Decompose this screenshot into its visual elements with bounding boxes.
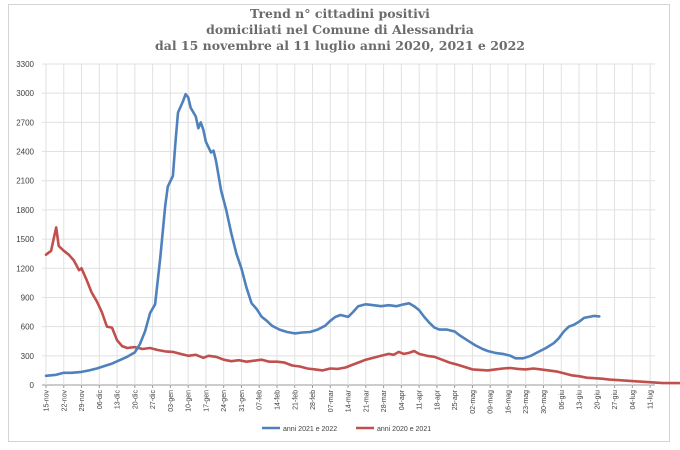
x-tick-label: 30-mag xyxy=(541,390,548,414)
x-tick-label: 09-mag xyxy=(488,390,495,414)
x-tick-label: 14-mar xyxy=(346,389,353,412)
x-tick-label: 02-mag xyxy=(470,390,477,414)
legend-label: anni 2020 e 2021 xyxy=(377,426,431,433)
x-tick-label: 07-mar xyxy=(328,389,335,412)
x-tick-label: 18-apr xyxy=(434,389,441,410)
title-line-1: Trend n° cittadini positivi xyxy=(250,6,430,21)
x-tick-label: 28-feb xyxy=(310,390,317,410)
x-tick-label: 21-feb xyxy=(292,390,299,410)
legend-label: anni 2021 e 2022 xyxy=(283,426,337,433)
x-tick-label: 20-giu xyxy=(594,390,601,410)
x-tick-label: 04-apr xyxy=(399,389,406,410)
x-tick-label: 14-feb xyxy=(274,390,281,410)
y-tick-label: 3000 xyxy=(16,89,34,98)
x-tick-label: 21-mar xyxy=(363,389,370,412)
x-tick-label: 25-apr xyxy=(452,389,459,410)
x-tick-label: 15-nov xyxy=(44,390,51,412)
y-tick-label: 0 xyxy=(30,381,35,390)
x-tick-label: 27-giu xyxy=(612,390,619,410)
x-tick-label: 20-dic xyxy=(132,390,139,410)
y-tick-label: 2100 xyxy=(16,177,34,186)
x-tick-label: 10-gen xyxy=(186,390,193,412)
y-tick-label: 900 xyxy=(21,293,35,302)
x-tick-label: 11-lug xyxy=(648,390,655,409)
x-tick-label: 31-gen xyxy=(239,390,246,412)
x-tick-label: 29-nov xyxy=(79,390,86,412)
y-tick-label: 300 xyxy=(21,352,35,361)
x-tick-label: 13-dic xyxy=(115,390,122,410)
x-tick-label: 06-giu xyxy=(559,390,566,410)
x-tick-label: 13-giu xyxy=(577,390,584,410)
y-tick-label: 3300 xyxy=(16,60,34,69)
series-line xyxy=(44,92,601,378)
x-tick-label: 11-apr xyxy=(417,389,424,409)
x-tick-label: 22-nov xyxy=(61,390,68,412)
title-line-2: domiciliati nel Comune di Alessandria xyxy=(206,22,474,37)
x-tick-label: 04-lug xyxy=(630,390,637,410)
x-tick-label: 06-dic xyxy=(97,390,104,410)
x-tick-label: 16-mag xyxy=(505,390,512,414)
title-line-3: dal 15 novembre al 11 luglio anni 2020, … xyxy=(154,38,525,53)
x-tick-label: 27-dic xyxy=(150,390,157,410)
x-tick-label: 28-mar xyxy=(381,389,388,412)
x-tick-label: 24-gen xyxy=(221,390,228,412)
y-tick-label: 1200 xyxy=(16,264,34,273)
series-line xyxy=(44,226,680,385)
x-tick-label: 23-mag xyxy=(523,390,530,414)
y-tick-label: 2700 xyxy=(16,118,34,127)
x-tick-label: 07-feb xyxy=(257,390,264,410)
y-tick-label: 600 xyxy=(21,323,35,332)
x-tick-label: 03-gen xyxy=(168,390,175,412)
x-tick-label: 17-gen xyxy=(203,390,210,412)
y-tick-label: 1800 xyxy=(16,206,34,215)
chart-title: Trend n° cittadini positivi domiciliati … xyxy=(0,6,680,54)
y-tick-label: 1500 xyxy=(16,235,34,244)
y-tick-label: 2400 xyxy=(16,148,34,157)
